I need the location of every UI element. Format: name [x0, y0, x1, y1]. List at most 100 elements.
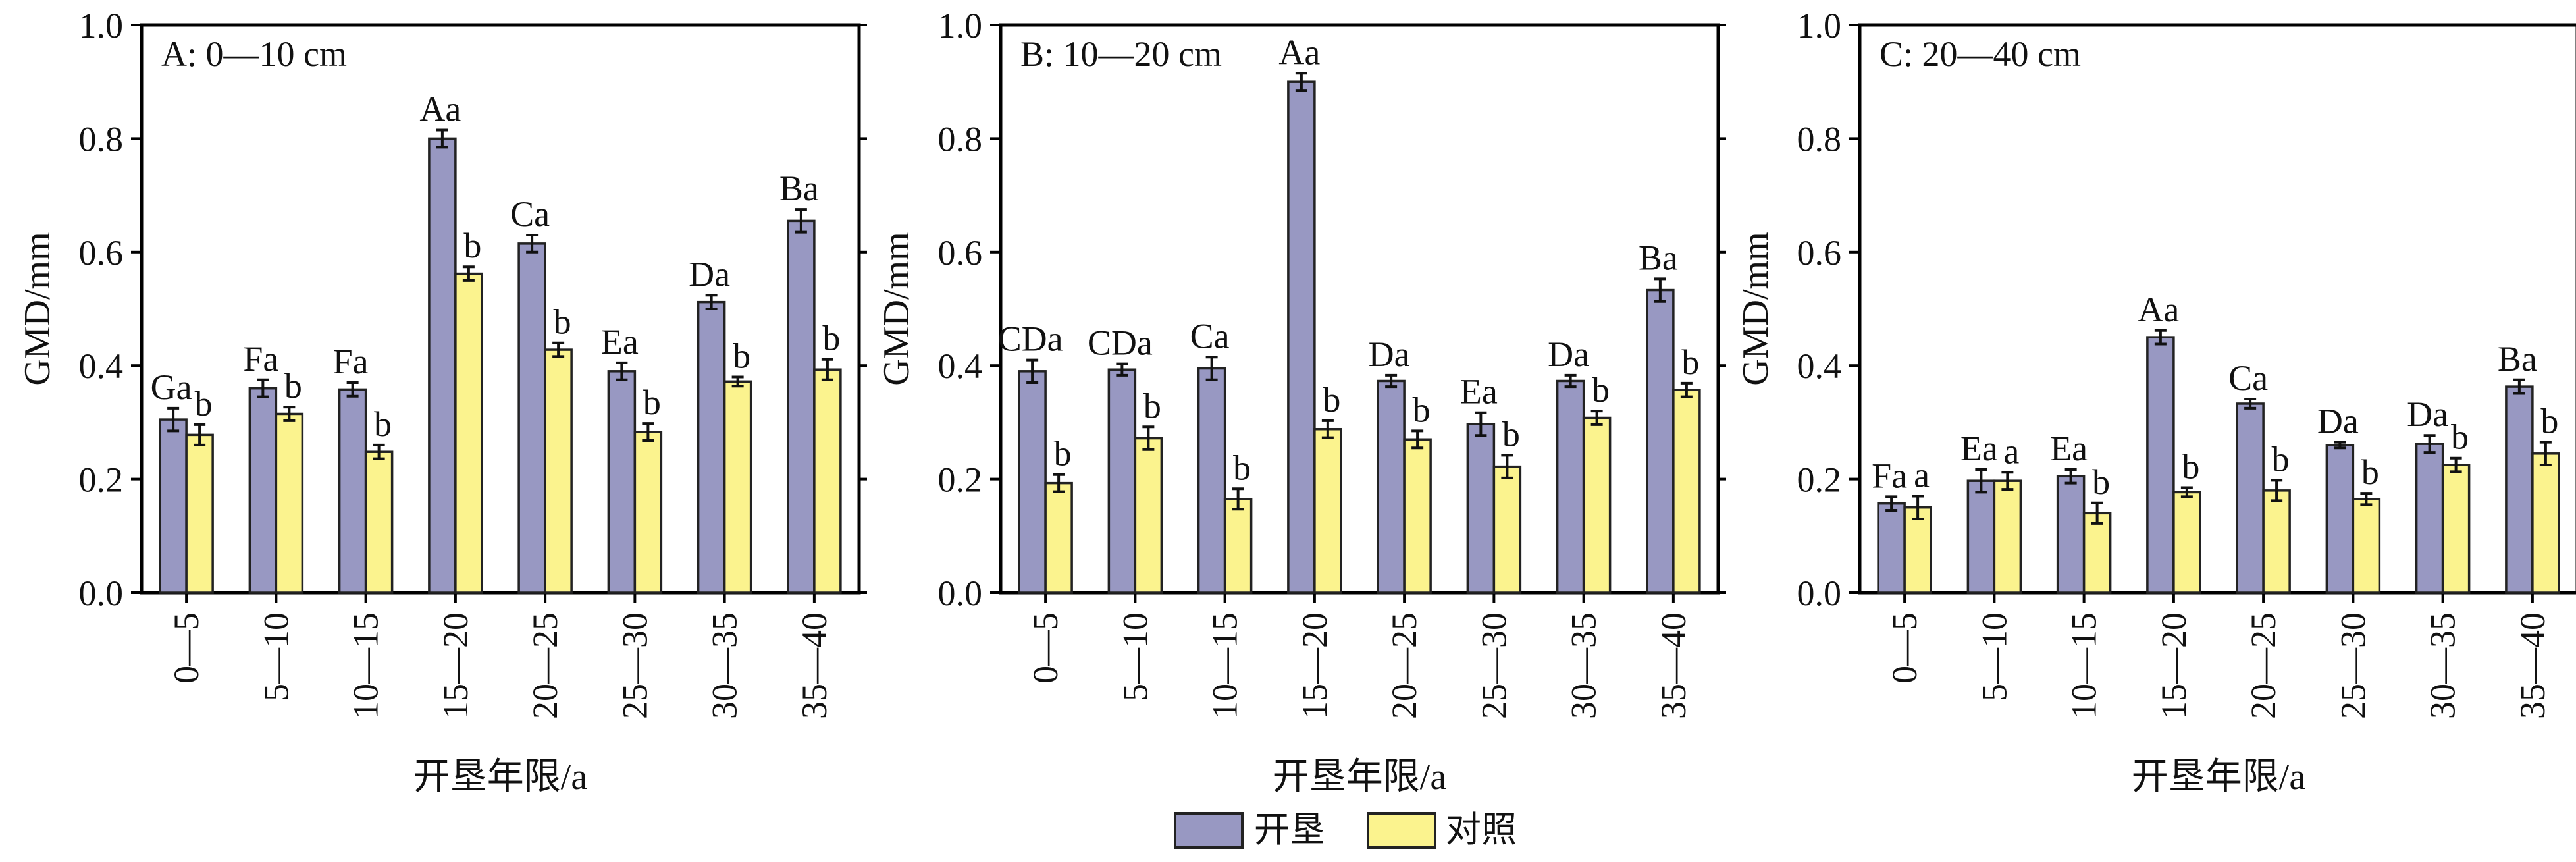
bar-reclaim — [1197, 367, 1226, 594]
x-tick-label: 25—30 — [1474, 612, 1513, 719]
bar-reclaim — [428, 137, 457, 594]
bar-control — [723, 380, 752, 594]
x-axis-label: 开垦年限/a — [413, 757, 588, 797]
y-tick-label: 0.8 — [79, 119, 124, 159]
bar-control — [1582, 416, 1612, 594]
significance-label: Ea — [1960, 429, 1998, 468]
x-tick-label: 10—15 — [2064, 612, 2104, 719]
significance-label: Da — [1548, 335, 1589, 374]
significance-label: Ca — [510, 194, 550, 234]
x-tick-label: 15—20 — [436, 612, 475, 719]
legend-swatch-control — [1367, 812, 1436, 849]
significance-label: Ba — [779, 169, 819, 208]
bar-reclaim — [338, 388, 367, 594]
significance-label: CDa — [998, 319, 1063, 359]
x-axis-label: 开垦年限/a — [2132, 757, 2306, 797]
x-tick-label: 30—35 — [2423, 612, 2463, 719]
bar-reclaim — [1466, 423, 1496, 594]
significance-label: Aa — [419, 89, 461, 128]
x-tick-label: 15—20 — [2154, 612, 2194, 719]
significance-label: b — [1681, 342, 1699, 382]
x-tick-label: 5—10 — [256, 612, 296, 701]
x-tick-label: 20—25 — [1384, 612, 1424, 719]
significance-label: b — [1502, 414, 1520, 454]
x-axis-label: 开垦年限/a — [1273, 757, 1447, 797]
bar-reclaim — [697, 300, 726, 594]
significance-label: b — [2182, 447, 2199, 487]
significance-label: Da — [2317, 402, 2359, 441]
bar-control — [544, 348, 573, 594]
significance-label: b — [2540, 402, 2558, 441]
y-tick-label: 0.4 — [1797, 346, 1842, 386]
bar-control — [454, 272, 483, 594]
bar-reclaim — [787, 219, 816, 594]
significance-label: b — [643, 383, 661, 422]
y-tick-label: 0.6 — [1797, 233, 1842, 273]
x-tick-label: 35—40 — [2513, 612, 2552, 719]
bar-reclaim — [1646, 288, 1675, 594]
bar-control — [275, 412, 304, 594]
significance-label: Aa — [1278, 32, 1320, 72]
plot-frame — [140, 23, 861, 595]
bar-reclaim — [1018, 370, 1047, 594]
x-tick-label: 5—10 — [1115, 612, 1155, 701]
significance-label: b — [822, 319, 840, 358]
significance-label: b — [2361, 452, 2379, 492]
significance-label: b — [1323, 380, 1340, 419]
significance-label: b — [1413, 390, 1431, 429]
bar-control — [1903, 506, 1932, 594]
x-tick-label: 25—30 — [615, 612, 654, 719]
significance-label: Ea — [1460, 372, 1498, 412]
bar-reclaim — [2325, 444, 2355, 594]
significance-label: Ga — [151, 367, 192, 407]
significance-label: a — [1914, 455, 1930, 495]
panel-title: C: 20—40 cm — [1879, 34, 2081, 74]
x-tick-label: 25—30 — [2333, 612, 2373, 719]
x-tick-label: 10—15 — [346, 612, 386, 719]
y-axis-label: GMD/mm — [876, 232, 917, 385]
legend-label-control: 对照 — [1446, 810, 1517, 849]
y-tick-label: 0.0 — [1797, 574, 1842, 613]
significance-label: Fa — [243, 339, 278, 379]
bar-reclaim — [1107, 368, 1137, 594]
bar-reclaim — [2415, 443, 2444, 594]
significance-label: Ea — [601, 322, 639, 362]
bar-control — [1672, 389, 1701, 594]
plot-frame — [1858, 23, 2576, 595]
x-tick-label: 30—35 — [705, 612, 745, 719]
significance-label: b — [284, 366, 302, 406]
y-tick-label: 0.6 — [938, 233, 983, 273]
chart-panel-2: 0.0 0.2 0.4 0.6 0.8 1.0 B: 10—20 cm GMD/mm 0—5 CD… — [876, 6, 1726, 797]
bar-control — [1134, 437, 1163, 594]
significance-label: b — [2451, 418, 2469, 457]
significance-label: b — [1054, 434, 1072, 473]
y-tick-label: 0.0 — [79, 574, 124, 613]
y-tick-label: 0.8 — [1797, 119, 1842, 159]
chart-panel-3: 0.0 0.2 0.4 0.6 0.8 1.0 C: 20—40 cm GMD/mm 0—5 Fa… — [1735, 6, 2576, 797]
x-tick-label: 5—10 — [1974, 612, 2014, 701]
bar-control — [813, 368, 842, 594]
significance-label: Ba — [1639, 238, 1678, 277]
y-tick-label: 0.0 — [938, 574, 983, 613]
bar-control — [364, 450, 394, 594]
bar-control — [185, 433, 214, 594]
y-axis-label: GMD/mm — [17, 232, 58, 385]
bar-control — [633, 431, 663, 594]
legend-label-reclaim: 开垦 — [1254, 810, 1325, 849]
y-tick-label: 0.4 — [938, 346, 983, 386]
x-tick-label: 0—5 — [1885, 612, 1924, 684]
bar-control — [1223, 498, 1253, 594]
bar-control — [1403, 438, 1432, 594]
significance-label: Fa — [333, 342, 369, 381]
significance-label: b — [463, 226, 481, 265]
plot-frame — [999, 23, 1720, 595]
x-tick-label: 20—25 — [525, 612, 565, 719]
x-tick-label: 0—5 — [1026, 612, 1065, 684]
panel-title: A: 0—10 cm — [161, 34, 347, 74]
bar-reclaim — [1877, 502, 1906, 594]
y-tick-label: 0.8 — [938, 119, 983, 159]
bar-reclaim — [1287, 80, 1316, 594]
